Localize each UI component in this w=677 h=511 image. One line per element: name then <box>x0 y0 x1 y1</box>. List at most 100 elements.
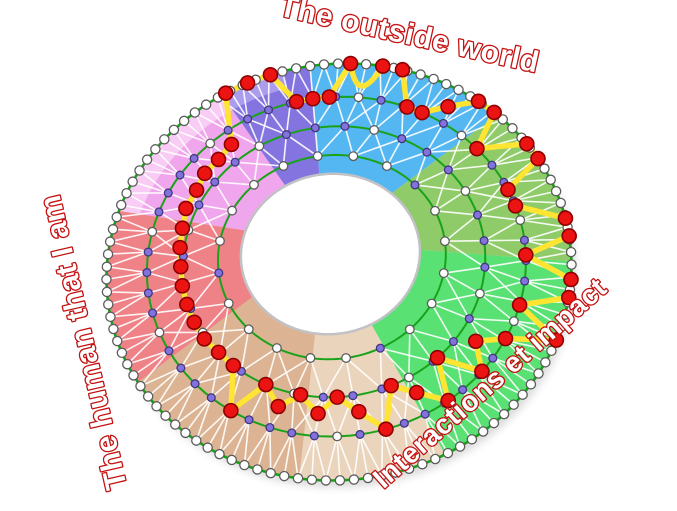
node-outer <box>430 453 441 465</box>
red-node <box>305 90 321 107</box>
link-line <box>484 259 527 269</box>
link-line <box>205 104 229 131</box>
node-outer <box>180 427 191 439</box>
link-line <box>247 118 287 136</box>
link-line <box>345 357 354 396</box>
link-line <box>235 161 284 167</box>
node-outer <box>122 358 133 370</box>
link-line <box>386 138 403 167</box>
red-node <box>486 104 502 121</box>
node-outer <box>415 69 426 80</box>
node-outer <box>442 447 454 459</box>
link-line <box>291 432 299 479</box>
link-line <box>267 109 288 136</box>
link-line <box>461 389 484 432</box>
node-outer <box>403 463 415 475</box>
link-line <box>285 103 292 135</box>
link-line <box>227 129 260 147</box>
link-line <box>479 280 525 295</box>
link-line <box>218 419 250 455</box>
link-line <box>336 395 354 437</box>
node-outer <box>134 165 145 176</box>
link-line <box>256 427 271 470</box>
node-ring2 <box>244 415 254 425</box>
node-outer <box>508 399 519 410</box>
link-line <box>424 414 437 460</box>
node-ring3 <box>422 147 432 157</box>
link-line <box>214 181 233 212</box>
link-line <box>380 67 395 101</box>
link-line <box>243 427 271 466</box>
link-line <box>325 436 338 481</box>
link-line <box>113 312 153 330</box>
link-line <box>194 112 211 144</box>
node-outer <box>202 442 213 453</box>
link-line <box>183 120 211 145</box>
node-outer <box>178 115 190 127</box>
node-ring4 <box>410 180 420 190</box>
node-ring2 <box>458 385 468 395</box>
node-outer <box>168 124 180 136</box>
link-line <box>121 331 160 354</box>
node-outer <box>111 211 122 223</box>
node-outer <box>318 59 330 70</box>
link-line <box>426 134 462 153</box>
node-outer <box>159 134 170 145</box>
link-line <box>108 292 149 306</box>
link-line <box>483 219 521 242</box>
node-outer <box>108 323 119 335</box>
node-ring2 <box>376 95 386 105</box>
red-node <box>342 55 359 72</box>
node-ring2 <box>515 215 526 226</box>
link-line <box>373 100 382 131</box>
red-node <box>292 386 309 403</box>
link-line <box>116 216 153 233</box>
link-line <box>513 320 552 352</box>
red-node <box>414 104 430 121</box>
red-node <box>440 392 457 409</box>
link-line <box>188 209 233 231</box>
red-node <box>223 136 240 153</box>
link-line <box>478 374 515 406</box>
node-ring3 <box>369 125 380 135</box>
link-line <box>253 146 261 185</box>
link-line <box>424 413 449 454</box>
node-outer <box>290 63 302 74</box>
link-line <box>164 383 196 417</box>
node-ring2 <box>142 268 152 278</box>
link-line <box>309 357 325 398</box>
link-line <box>476 181 505 216</box>
red-node <box>383 377 399 394</box>
node-outer <box>141 154 153 165</box>
link-line <box>479 292 515 322</box>
link-line <box>464 164 493 192</box>
link-line <box>409 328 434 362</box>
node-outer <box>265 467 276 479</box>
node-outer <box>376 470 388 481</box>
node-outer <box>277 66 288 77</box>
node-ring3 <box>448 336 459 347</box>
link-line <box>194 111 229 131</box>
link-line <box>344 99 382 127</box>
node-ring4 <box>305 353 316 363</box>
link-line <box>293 357 312 394</box>
link-line <box>121 204 160 213</box>
link-line <box>345 357 383 390</box>
link-line <box>155 148 195 160</box>
node-ring2 <box>190 379 200 389</box>
red-node <box>497 330 514 347</box>
node-outer <box>101 286 113 298</box>
link-line <box>443 266 485 274</box>
link-line <box>492 357 539 375</box>
red-node <box>563 271 579 288</box>
node-ring3 <box>254 141 265 152</box>
node-ring3 <box>210 177 220 187</box>
node-ring3 <box>474 288 485 299</box>
link-line <box>133 350 170 377</box>
link-line <box>202 302 230 334</box>
link-line <box>195 397 213 441</box>
link-line <box>117 331 160 342</box>
link-line <box>195 409 230 442</box>
node-outer <box>440 78 452 90</box>
